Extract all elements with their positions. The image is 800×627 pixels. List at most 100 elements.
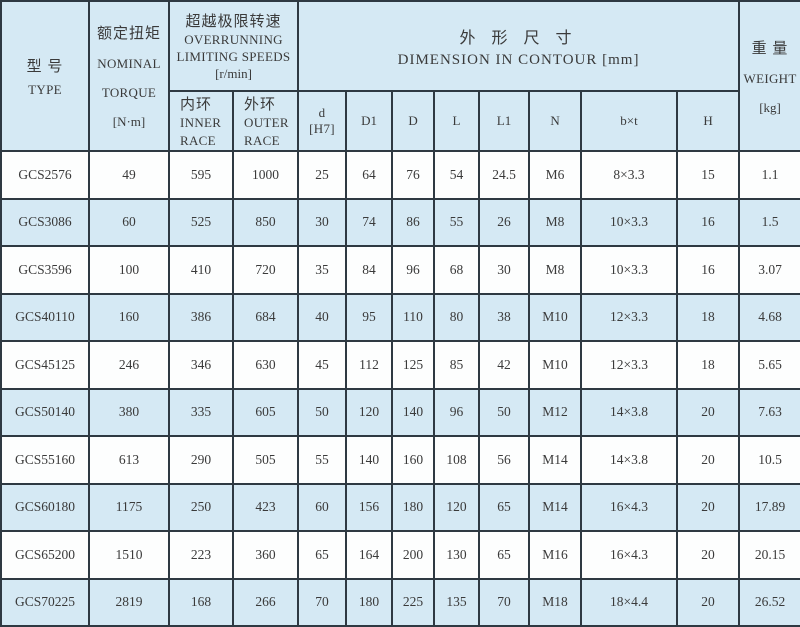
col-header-L: L [433, 90, 481, 152]
model-cell: GCS45125 [0, 340, 90, 390]
cell: 16×4.3 [580, 482, 679, 532]
model-cell: GCS3086 [0, 197, 90, 247]
cell: 95 [345, 292, 394, 342]
cell: 20 [676, 530, 741, 580]
cell: 45 [297, 340, 348, 390]
cell: 10×3.3 [580, 197, 679, 247]
cell: M10 [528, 292, 583, 342]
table-header: 型 号 TYPE 额定扭矩 NOMINAL TORQUE [N·m] 超越极限转… [0, 0, 800, 152]
cell: 64 [345, 150, 394, 200]
cell: 17.89 [738, 482, 800, 532]
speeds-unit: [r/min] [215, 66, 252, 81]
weight-label-en: WEIGHT [743, 70, 797, 86]
col-header-dimension: 外 形 尺 寸 DIMENSION IN CONTOUR [mm] [297, 0, 741, 92]
cell: 12×3.3 [580, 292, 679, 342]
col-header-bxt: b×t [580, 90, 679, 152]
cell: 20 [676, 577, 741, 627]
cell: 125 [391, 340, 436, 390]
model-cell: GCS65200 [0, 530, 90, 580]
cell: 65 [478, 482, 531, 532]
cell: M8 [528, 197, 583, 247]
cell: 5.65 [738, 340, 800, 390]
cell: 130 [433, 530, 481, 580]
cell: 290 [168, 435, 234, 485]
cell: 20 [676, 387, 741, 437]
cell: 60 [297, 482, 348, 532]
type-label-en: TYPE [28, 81, 62, 97]
cell: 10.5 [738, 435, 800, 485]
cell: 164 [345, 530, 394, 580]
cell: 12×3.3 [580, 340, 679, 390]
cell: 160 [88, 292, 170, 342]
cell: 410 [168, 245, 234, 295]
cell: 180 [391, 482, 436, 532]
cell: M16 [528, 530, 583, 580]
cell: 55 [297, 435, 348, 485]
table-row: GCS50140 380 335 605 50 120 140 96 50 M12 14×3.8 20… [0, 387, 800, 437]
cell: 120 [345, 387, 394, 437]
cell: 595 [168, 150, 234, 200]
d-tolerance: [H7] [309, 121, 335, 136]
col-header-speeds: 超越极限转速 OVERRUNNING LIMITING SPEEDS [r/mi… [167, 0, 300, 92]
cell: 16 [676, 197, 741, 247]
cell: 42 [478, 340, 531, 390]
cell: 335 [168, 387, 234, 437]
cell: 70 [478, 577, 531, 627]
cell: M10 [528, 340, 583, 390]
cell: M12 [528, 387, 583, 437]
outer-race-zh: 外环 [244, 96, 277, 113]
cell: 850 [231, 197, 300, 247]
cell: 360 [231, 530, 300, 580]
cell: 86 [391, 197, 436, 247]
cell: 15 [676, 150, 741, 200]
cell: 74 [345, 197, 394, 247]
cell: 1.1 [738, 150, 800, 200]
table-row: GCS3086 60 525 850 30 74 86 55 26 M8 10×3.3 16 1.5 [0, 197, 800, 247]
cell: 4.68 [738, 292, 800, 342]
model-cell: GCS60180 [0, 482, 90, 532]
cell: 108 [433, 435, 481, 485]
cell: 110 [391, 292, 436, 342]
cell: 50 [297, 387, 348, 437]
outer-race-en2: RACE [244, 132, 280, 148]
cell: 30 [478, 245, 531, 295]
cell: 380 [88, 387, 170, 437]
cell: 605 [231, 387, 300, 437]
cell: 160 [391, 435, 436, 485]
torque-unit: [N·m] [112, 114, 146, 129]
speeds-label-zh: 超越极限转速 [185, 14, 282, 30]
type-label-zh: 型 号 [26, 58, 64, 75]
cell: 54 [433, 150, 481, 200]
col-header-inner-race: 内环 INNER RACE [168, 90, 234, 152]
cell: M8 [528, 245, 583, 295]
cell: 250 [168, 482, 234, 532]
cell: 180 [345, 577, 394, 627]
table-row: GCS55160 613 290 505 55 140 160 108 56 M14 14×3.8 2… [0, 435, 800, 485]
cell: 7.63 [738, 387, 800, 437]
cell: 168 [168, 577, 234, 627]
cell: 65 [297, 530, 348, 580]
weight-unit: [kg] [759, 99, 781, 115]
cell: 18×4.4 [580, 577, 679, 627]
table-row: GCS2576 49 595 1000 25 64 76 54 24.5 M6 8×3.3 15 1.1 [0, 150, 800, 200]
cell: 223 [168, 530, 234, 580]
col-header-torque: 额定扭矩 NOMINAL TORQUE [N·m] [88, 0, 170, 152]
cell: 76 [391, 150, 436, 200]
cell: 50 [478, 387, 531, 437]
col-header-outer-race: 外环 OUTER RACE [231, 90, 300, 152]
cell: 96 [433, 387, 481, 437]
cell: 70 [297, 577, 348, 627]
cell: 3.07 [738, 245, 800, 295]
d-label: d [318, 105, 326, 120]
cell: 20 [676, 435, 741, 485]
cell: 1175 [88, 482, 170, 532]
cell: 56 [478, 435, 531, 485]
model-cell: GCS50140 [0, 387, 90, 437]
table-row: GCS70225 2819 168 266 70 180 225 135 70 M18 18×4.4… [0, 577, 800, 627]
cell: M14 [528, 482, 583, 532]
cell: 49 [88, 150, 170, 200]
model-cell: GCS70225 [0, 577, 90, 627]
cell: 346 [168, 340, 234, 390]
cell: 135 [433, 577, 481, 627]
